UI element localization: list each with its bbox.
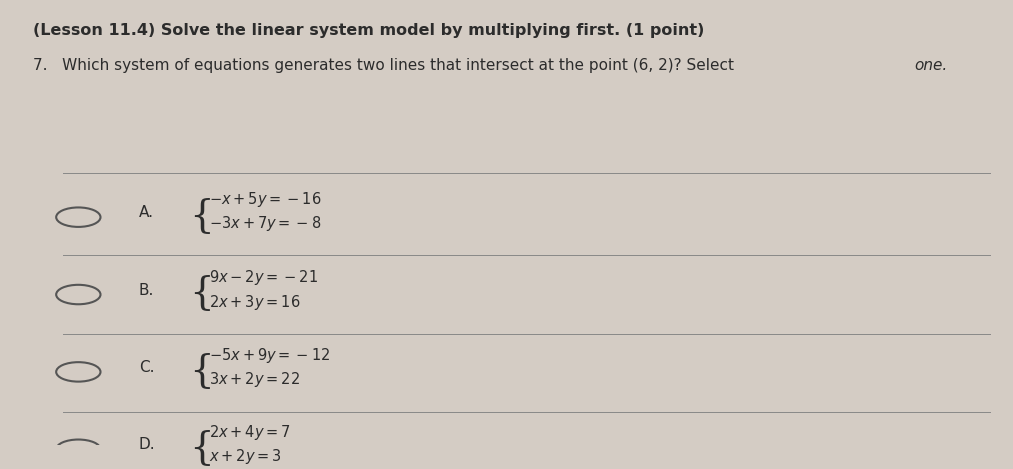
Text: $-3x + 7y = -8$: $-3x + 7y = -8$ xyxy=(210,214,321,233)
Text: {: { xyxy=(189,275,214,312)
Text: $2x + 3y = 16$: $2x + 3y = 16$ xyxy=(210,293,301,311)
Text: {: { xyxy=(189,198,214,235)
Text: C.: C. xyxy=(139,360,154,375)
Text: 7.   Which system of equations generates two lines that intersect at the point (: 7. Which system of equations generates t… xyxy=(33,58,738,73)
Text: $9x - 2y = -21$: $9x - 2y = -21$ xyxy=(210,268,318,287)
Text: $-5x + 9y = -12$: $-5x + 9y = -12$ xyxy=(210,346,330,364)
Text: {: { xyxy=(189,430,214,467)
Text: one.: one. xyxy=(915,58,948,73)
Text: A.: A. xyxy=(139,205,154,220)
Text: D.: D. xyxy=(139,437,155,452)
Text: B.: B. xyxy=(139,283,154,298)
Text: $-x + 5y = -16$: $-x + 5y = -16$ xyxy=(210,190,322,209)
Text: $x + 2y = 3$: $x + 2y = 3$ xyxy=(210,447,283,466)
Text: {: { xyxy=(189,353,214,390)
Text: $3x + 2y = 22$: $3x + 2y = 22$ xyxy=(210,370,300,389)
Text: (Lesson 11.4) Solve the linear system model by multiplying first. (1 point): (Lesson 11.4) Solve the linear system mo… xyxy=(33,23,704,38)
Text: $2x + 4y = 7$: $2x + 4y = 7$ xyxy=(210,423,292,442)
